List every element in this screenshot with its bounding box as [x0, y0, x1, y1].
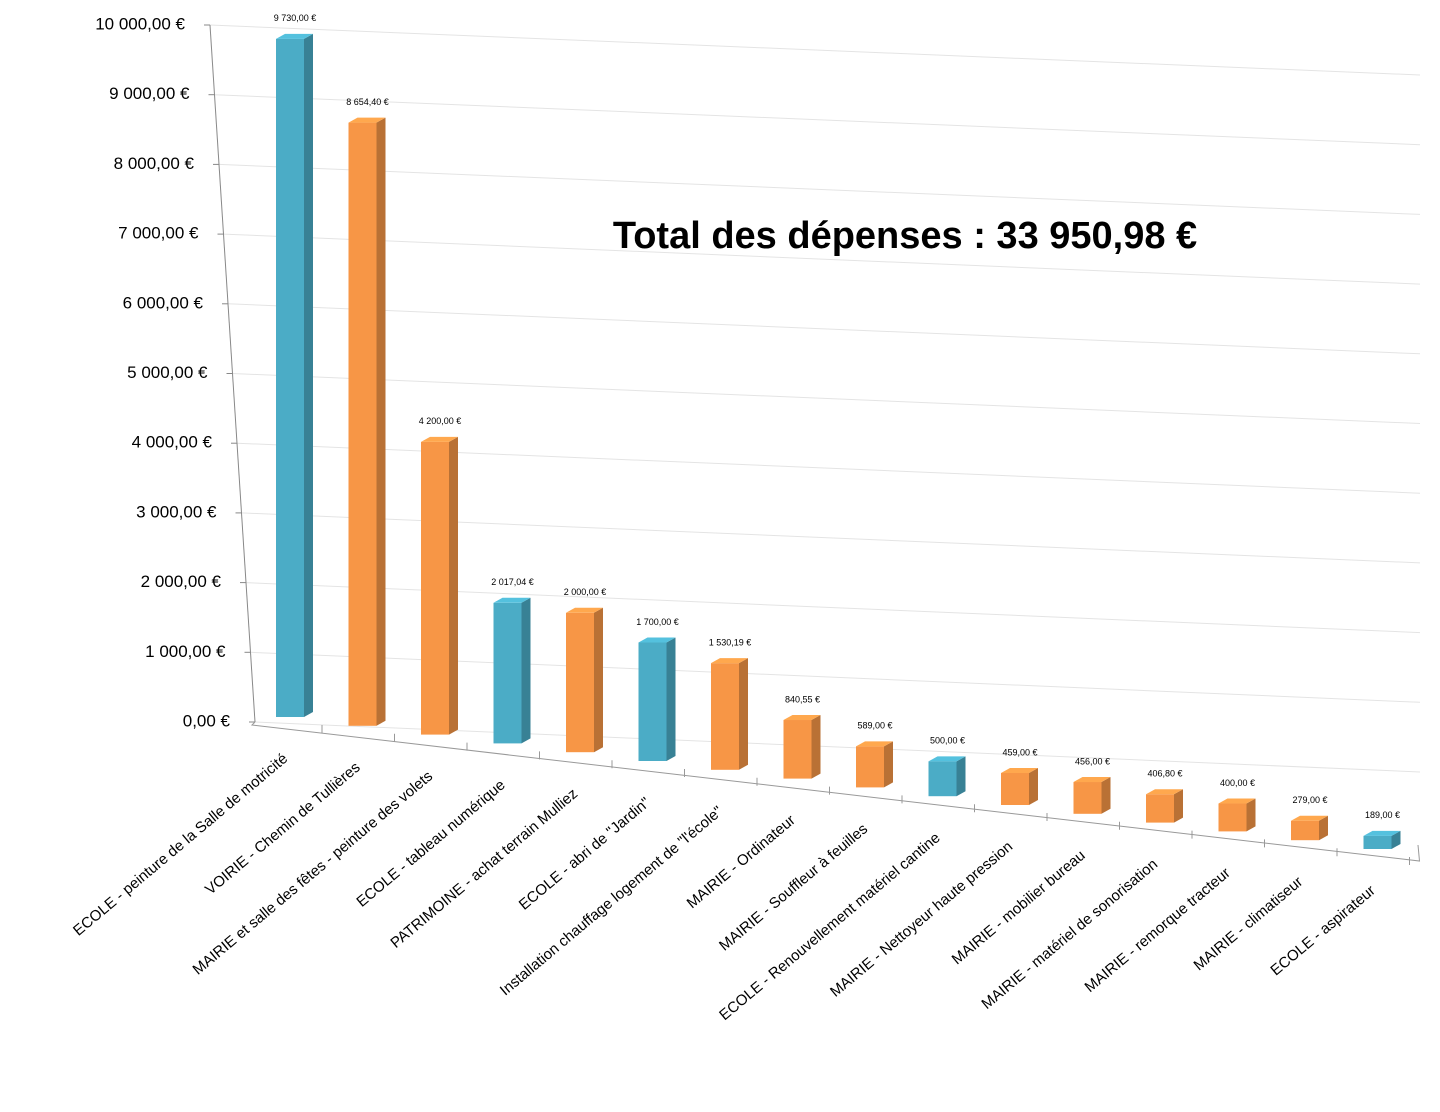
bar	[783, 720, 812, 779]
y-tick-label: 5 000,00 €	[127, 363, 208, 382]
bar-top	[783, 715, 821, 721]
bar	[1363, 835, 1392, 849]
y-tick-label: 1 000,00 €	[145, 642, 226, 661]
value-label: 189,00 €	[1365, 810, 1400, 820]
value-label: 4 200,00 €	[419, 416, 462, 426]
grid-line	[209, 24, 1421, 76]
bar	[1073, 782, 1102, 814]
grid-line	[236, 442, 1421, 494]
x-tick-label: ECOLE - abri de "Jardin"	[516, 794, 654, 914]
bar	[348, 122, 377, 726]
x-tick-label: PATRIMOINE - achat terrain Mulliez	[387, 785, 581, 951]
bar-side	[521, 597, 531, 744]
bar	[493, 602, 522, 744]
bar-side	[1101, 777, 1111, 814]
bar-top	[1073, 777, 1111, 783]
bar	[1146, 794, 1174, 823]
bar-top	[493, 597, 531, 603]
x-tick-label: MAIRIE - Souffleur à feuilles	[716, 820, 871, 954]
bar	[276, 38, 304, 718]
bar	[856, 746, 884, 788]
bar-top	[711, 658, 748, 664]
value-label: 1 700,00 €	[636, 617, 679, 627]
value-label: 2 000,00 €	[564, 587, 607, 597]
bar-top	[566, 607, 603, 613]
value-label: 456,00 €	[1075, 756, 1110, 766]
bar-top	[421, 436, 458, 442]
bar-side	[739, 658, 748, 770]
value-label: 8 654,40 €	[346, 97, 389, 107]
y-tick-label: 2 000,00 €	[141, 572, 222, 591]
grid-line	[223, 233, 1421, 285]
bar-top	[928, 756, 966, 762]
y-tick-label: 0,00 €	[183, 711, 231, 730]
bar-side	[1319, 815, 1328, 841]
value-label: 840,55 €	[785, 694, 820, 704]
y-tick-label: 4 000,00 €	[132, 433, 213, 452]
value-label: 9 730,00 €	[274, 13, 317, 23]
bar-side	[304, 33, 313, 718]
bar-top	[1001, 768, 1038, 774]
grid-line	[218, 163, 1421, 215]
value-label: 589,00 €	[857, 721, 892, 731]
bar-top	[348, 117, 386, 123]
bar-top	[856, 741, 893, 747]
grid-line	[227, 303, 1421, 355]
bar-side	[811, 715, 821, 779]
bar	[1291, 820, 1319, 841]
value-label: 406,80 €	[1147, 769, 1182, 779]
bar-side	[449, 436, 458, 735]
bar-top	[1291, 815, 1328, 821]
bar	[711, 663, 739, 770]
value-label: 279,00 €	[1292, 795, 1327, 805]
x-tick-label: ECOLE - tableau numérique	[353, 776, 508, 910]
bar-top	[1218, 798, 1256, 804]
bar-top	[1363, 830, 1401, 836]
y-axis	[209, 24, 256, 723]
value-label: 459,00 €	[1002, 747, 1037, 757]
y-tick-label: 6 000,00 €	[123, 293, 204, 312]
bar	[421, 441, 449, 735]
x-tick-label: MAIRIE - Nettoyeur haute pression	[827, 838, 1016, 1001]
bar-side	[376, 117, 386, 726]
x-tick-label: MAIRIE - matériel de sonorisation	[978, 856, 1161, 1013]
bar-side	[594, 607, 603, 753]
grid-line	[214, 94, 1421, 146]
bar	[1218, 803, 1247, 832]
value-label: 2 017,04 €	[491, 577, 534, 587]
y-tick-label: 8 000,00 €	[114, 154, 195, 173]
bar	[638, 642, 667, 761]
bar-side	[1391, 830, 1401, 849]
bar-side	[884, 741, 893, 788]
y-tick-label: 7 000,00 €	[118, 224, 199, 243]
bar-side	[1246, 798, 1256, 832]
y-tick-label: 9 000,00 €	[109, 84, 190, 103]
annotation: Total des dépenses : 33 950,98 €	[613, 215, 1197, 257]
bar-side	[1029, 768, 1038, 805]
x-tick-label: VOIRIE - Chemin de Tullières	[202, 759, 364, 898]
bar-side	[666, 637, 676, 761]
bar-top	[1146, 789, 1183, 795]
bar	[1001, 773, 1029, 805]
value-label: 500,00 €	[930, 736, 965, 746]
y-tick-label: 3 000,00 €	[136, 502, 217, 521]
x-tick-label: MAIRIE - remorque tracteur	[1082, 864, 1234, 995]
y-tick-label: 10 000,00 €	[95, 14, 185, 33]
bar-top	[638, 637, 676, 643]
floor	[250, 721, 1421, 862]
value-label: 400,00 €	[1220, 778, 1255, 788]
bar-side	[956, 756, 966, 797]
bar-side	[1174, 789, 1183, 823]
grid-line	[241, 512, 1421, 564]
value-label: 1 530,19 €	[709, 638, 752, 648]
bar-top	[276, 33, 313, 39]
x-tick-label: MAIRIE - mobilier bureau	[949, 847, 1089, 968]
bar	[928, 761, 957, 797]
bar	[566, 612, 594, 753]
grid-line	[232, 373, 1421, 424]
